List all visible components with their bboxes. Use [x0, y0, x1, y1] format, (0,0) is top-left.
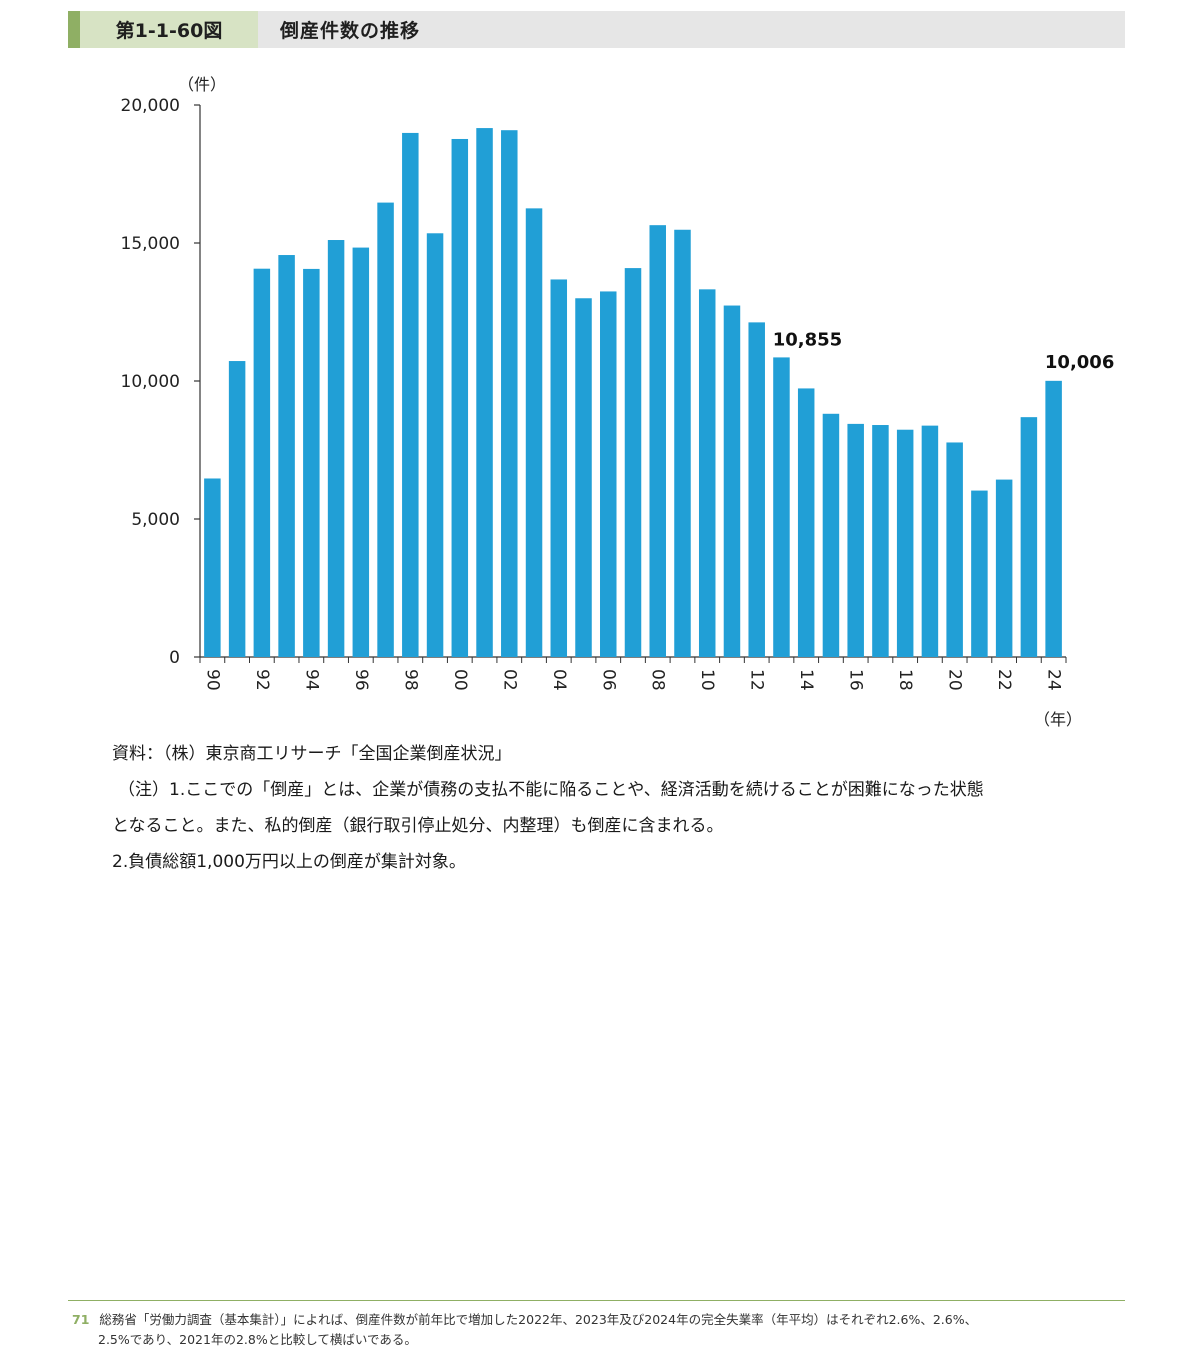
y-tick-label: 5,000: [131, 510, 180, 530]
x-tick-label-98: 98: [400, 669, 420, 691]
x-tick-label-96: 96: [351, 669, 371, 691]
y-tick-label: 0: [169, 648, 180, 668]
bar-03: [525, 208, 543, 657]
x-tick-label-00: 00: [450, 669, 470, 691]
x-tick-label-20: 20: [945, 669, 965, 691]
bar-07: [624, 268, 642, 657]
bar-94: [303, 268, 320, 657]
page-footer: 71 総務省「労働力調査（基本集計）」によれば、倒産件数が前年比で増加した2022…: [72, 1310, 1132, 1350]
footer-text-line-2: 2.5%であり、2021年の2.8%と比較して横ばいである。: [98, 1332, 417, 1347]
x-tick-label-06: 06: [598, 669, 618, 691]
x-tick-label-92: 92: [252, 669, 272, 691]
x-axis-unit-label: （年）: [1034, 710, 1082, 729]
bar-04: [550, 279, 568, 657]
bar-08: [649, 225, 666, 657]
y-axis-unit-label: （件）: [178, 75, 226, 94]
bar-93: [278, 255, 295, 657]
bar-23: [1020, 417, 1038, 657]
bar-13: [773, 357, 790, 657]
bar-24: [1045, 380, 1062, 657]
bar-16: [847, 423, 864, 657]
bar-19: [921, 425, 939, 657]
note-1-line-1: （注）1.ここでの「倒産」とは、企業が債務の支払不能に陥ることや、経済活動を続け…: [118, 780, 984, 800]
x-tick-label-16: 16: [846, 669, 866, 691]
bar-09: [674, 229, 691, 657]
bar-17: [872, 425, 889, 657]
x-tick-label-04: 04: [549, 669, 569, 691]
bar-18: [896, 429, 914, 657]
bar-91: [228, 361, 246, 657]
x-tick-label-18: 18: [895, 669, 915, 691]
header-accent-bar: [68, 11, 80, 48]
bar-98: [402, 132, 419, 657]
bar-22: [995, 479, 1013, 657]
bar-15: [822, 413, 840, 657]
y-tick-label: 10,000: [121, 372, 180, 392]
x-tick-label-08: 08: [648, 669, 668, 691]
source-note: 資料：（株）東京商工リサーチ「全国企業倒産状況」: [112, 744, 512, 764]
data-label-13: 10,855: [773, 329, 842, 350]
x-tick-label-14: 14: [796, 669, 816, 691]
bar-01: [476, 128, 493, 657]
x-tick-label-22: 22: [994, 669, 1014, 691]
bar-96: [352, 247, 370, 657]
footer-divider: [68, 1300, 1125, 1301]
bar-99: [426, 233, 444, 658]
figure-title: 倒産件数の推移: [280, 20, 421, 42]
note-2: 2.負債総額1,000万円以上の倒産が集計対象。: [112, 852, 466, 872]
x-tick-label-02: 02: [499, 669, 519, 691]
chart-notes: 資料：（株）東京商工リサーチ「全国企業倒産状況」 （注）1.ここでの「倒産」とは…: [112, 736, 1102, 880]
x-tick-label-90: 90: [202, 669, 222, 691]
data-label-24: 10,006: [1045, 352, 1114, 373]
bar-11: [723, 305, 741, 657]
x-tick-label-10: 10: [697, 669, 717, 691]
page-number: 71: [72, 1312, 90, 1327]
bar-14: [797, 388, 815, 657]
x-tick-label-24: 24: [1044, 669, 1064, 691]
y-tick-label: 15,000: [121, 234, 180, 254]
y-tick-label: 20,000: [121, 96, 180, 116]
bar-05: [575, 298, 592, 657]
bar-12: [748, 322, 765, 657]
bar-00: [451, 138, 469, 658]
bar-06: [600, 291, 617, 657]
bar-20: [946, 442, 963, 657]
note-1-line-2: となること。また、私的倒産（銀行取引停止処分、内整理）も倒産に含まれる。: [112, 816, 724, 836]
bar-95: [327, 240, 345, 657]
footer-text-line-1: 総務省「労働力調査（基本集計）」によれば、倒産件数が前年比で増加した2022年、…: [99, 1312, 978, 1327]
bar-97: [377, 202, 394, 657]
bar-10: [698, 289, 716, 657]
bar-90: [204, 478, 221, 657]
figure-number: 第1-1-60図: [80, 11, 258, 48]
x-tick-label-12: 12: [747, 669, 767, 691]
bar-21: [971, 490, 988, 657]
figure-header: 第1-1-60図 倒産件数の推移: [68, 11, 1125, 48]
bar-92: [253, 268, 271, 657]
bar-chart: 0 5,000 10,000 15,000 20,000 （件） 90 92 94 96 98 00 0…: [121, 75, 1115, 729]
bar-02: [501, 130, 518, 657]
x-tick-label-94: 94: [301, 669, 321, 691]
